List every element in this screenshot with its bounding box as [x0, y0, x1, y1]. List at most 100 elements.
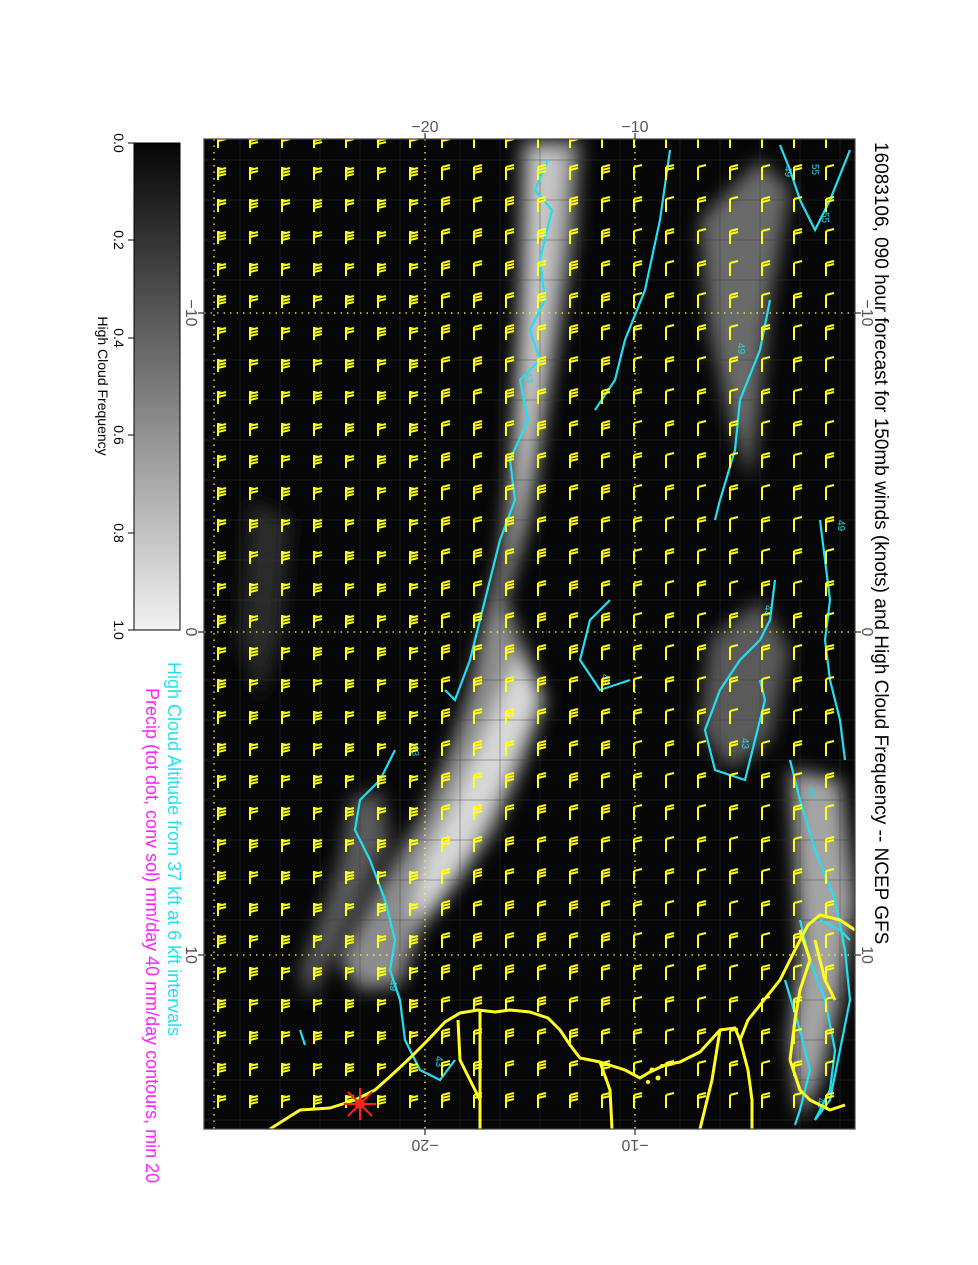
wind-barb-icon: [345, 327, 355, 340]
wind-barb-icon: [441, 868, 451, 884]
wind-barb-icon: [729, 708, 739, 724]
wind-barb-icon: [761, 1028, 771, 1044]
wind-barb-icon: [537, 612, 547, 628]
wind-barb-icon: [313, 1031, 323, 1044]
wind-barb-icon: [825, 676, 835, 692]
wind-barb-icon: [633, 804, 643, 820]
wind-barb-icon: [537, 996, 547, 1012]
wind-barb-icon: [825, 196, 835, 212]
wind-barb-icon: [281, 871, 291, 884]
wind-barb-icon: [729, 292, 739, 308]
wind-barb-icon: [217, 199, 227, 212]
wind-barb-icon: [633, 388, 643, 404]
bottom-tick-label: −10: [621, 1136, 648, 1153]
cloud-east-mid: [700, 600, 790, 770]
wind-barb-icon: [633, 708, 643, 724]
wind-barb-icon: [697, 1028, 707, 1044]
wind-barb-icon: [505, 164, 515, 180]
wind-barb-icon: [217, 551, 227, 564]
wind-barb-icon: [281, 295, 291, 308]
wind-barb-icon: [729, 484, 739, 500]
wind-barb-icon: [409, 615, 419, 628]
contour-label: 49: [735, 343, 746, 355]
wind-barb-icon: [505, 516, 515, 532]
wind-barb-icon: [697, 772, 707, 788]
wind-barb-icon: [377, 487, 387, 500]
wind-barb-icon: [761, 1060, 771, 1076]
wind-barb-icon: [249, 871, 259, 884]
wind-barb-icon: [569, 740, 579, 756]
wind-barb-icon: [697, 420, 707, 436]
cloud-band-west: [300, 790, 390, 1000]
wind-barb-icon: [313, 775, 323, 788]
wind-barb-icon: [601, 932, 611, 948]
wind-barb-icon: [217, 775, 227, 788]
wind-barb-icon: [697, 708, 707, 724]
wind-barb-icon: [345, 775, 355, 788]
wind-barb-icon: [281, 1063, 291, 1076]
wind-barb-icon: [761, 164, 771, 180]
wind-barb-icon: [217, 295, 227, 308]
wind-barb-icon: [569, 516, 579, 532]
wind-barb-icon: [249, 199, 259, 212]
wind-barb-icon: [665, 676, 675, 692]
wind-barb-icon: [441, 516, 451, 532]
wind-barb-icon: [665, 196, 675, 212]
wind-barb-icon: [377, 295, 387, 308]
wind-barb-icon: [793, 324, 803, 340]
contour-line: [594, 149, 672, 411]
wind-barb-icon: [473, 388, 483, 404]
wind-barb-icon: [569, 900, 579, 916]
wind-barb-icon: [281, 967, 291, 980]
wind-barb-icon: [217, 455, 227, 468]
border-line: [698, 1029, 722, 1129]
wind-barb-icon: [761, 836, 771, 852]
wind-barb-icon: [665, 139, 667, 148]
wind-barb-icon: [217, 967, 227, 980]
wind-barb-icon: [377, 839, 387, 852]
wind-barb-icon: [409, 967, 419, 980]
wind-barb-icon: [505, 836, 515, 852]
left-tick-label: −10: [182, 299, 199, 326]
wind-barb-icon: [217, 807, 227, 820]
wind-barb-icon: [601, 260, 611, 276]
wind-barb-icon: [345, 1031, 355, 1044]
wind-barb-icon: [697, 580, 707, 596]
wind-barb-icon: [793, 580, 803, 596]
wind-barb-icon: [313, 647, 323, 660]
wind-barb-icon: [441, 228, 451, 244]
wind-barb-icon: [473, 836, 483, 852]
wind-barb-icon: [761, 580, 771, 596]
wind-barb-icon: [537, 676, 547, 692]
wind-barb-icon: [665, 420, 675, 436]
wind-barb-icon: [793, 1092, 803, 1108]
wind-barb-icon: [345, 423, 355, 436]
wind-barb-icon: [825, 868, 835, 884]
wind-barb-icon: [537, 356, 547, 372]
wind-barb-icon: [313, 391, 323, 404]
colorbar-tick: 1.0: [111, 620, 127, 640]
wind-barb-icon: [217, 647, 227, 660]
wind-barb-icon: [313, 423, 323, 436]
wind-barb-icon: [441, 356, 451, 372]
map-frame: [203, 138, 856, 1130]
wind-barb-icon: [793, 548, 803, 564]
cloud-altitude-legend: High Cloud Altitude from 37 kft at 6 kft…: [164, 662, 184, 1036]
wind-barb-icon: [505, 324, 515, 340]
wind-barb-icon: [473, 228, 483, 244]
wind-barb-icon: [473, 139, 475, 148]
colorbar-title: High Cloud Frequency: [95, 316, 111, 455]
wind-barb-icon: [569, 196, 579, 212]
wind-barb-icon: [313, 519, 323, 532]
wind-barb-icon: [217, 423, 227, 436]
wind-barb-icon: [313, 359, 323, 372]
wind-barb-icon: [505, 580, 515, 596]
wind-barb-icon: [665, 516, 675, 532]
wind-barb-icon: [601, 356, 611, 372]
wind-barb-icon: [441, 836, 451, 852]
wind-barb-icon: [665, 1092, 675, 1108]
wind-barb-icon: [537, 900, 547, 916]
wind-barb-icon: [825, 292, 835, 308]
wind-barb-icon: [537, 260, 547, 276]
wind-barb-icon: [281, 775, 291, 788]
